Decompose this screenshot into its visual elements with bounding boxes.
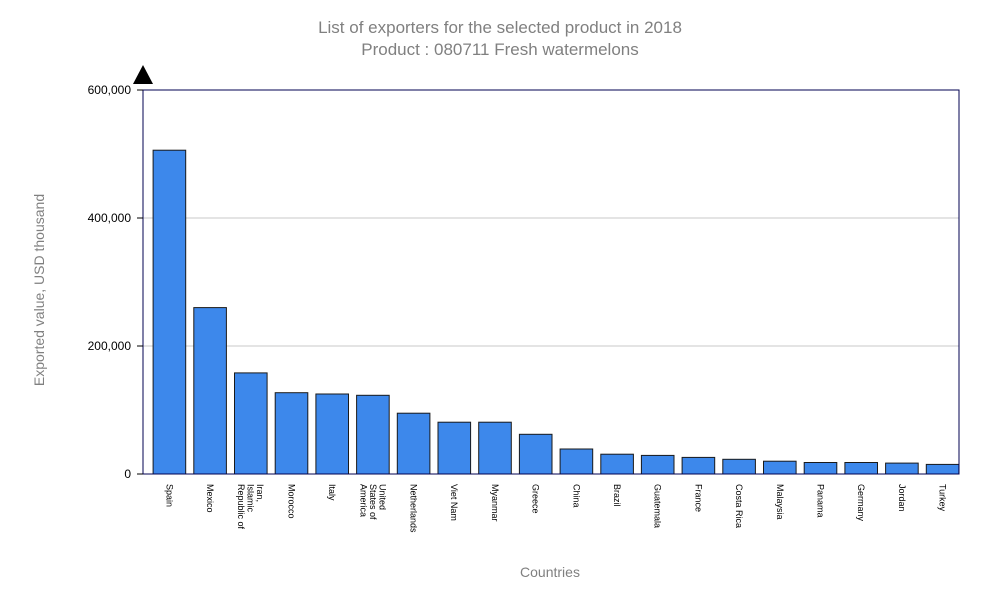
bar <box>803 462 838 475</box>
x-tick-label-text: Germany <box>856 484 866 522</box>
x-tick-label-line: United <box>377 484 387 510</box>
x-tick-label-text: Jordan <box>897 484 907 512</box>
x-tick-label-line: Italy <box>327 484 337 501</box>
x-tick-label-line: Panama <box>816 484 826 518</box>
x-tick-label-line: Costa Rica <box>734 484 744 528</box>
x-tick-label-line: Malaysia <box>775 484 785 520</box>
x-tick-label: Italy <box>327 484 337 501</box>
x-tick-label-text: Myanmar <box>490 484 500 522</box>
gridlines <box>143 217 959 347</box>
bar <box>437 421 472 475</box>
x-tick-label-text: Iran,IslamicRepublic of <box>236 484 265 530</box>
y-ticks: 0 200,000 400,000 600,000 <box>88 83 143 481</box>
x-tick-label: France <box>693 484 703 512</box>
x-tick-label-line: Greece <box>531 484 541 514</box>
bar <box>640 454 675 475</box>
x-tick-label-line: Morocco <box>286 484 296 519</box>
bar <box>356 394 390 475</box>
bar <box>152 149 187 475</box>
x-tick-label-text: France <box>693 484 703 512</box>
x-tick-label-text: China <box>571 484 581 508</box>
x-tick-label-line: Mexico <box>205 484 215 513</box>
x-tick-label-text: Mexico <box>205 484 215 513</box>
bar <box>234 372 268 475</box>
bar <box>885 462 919 475</box>
bar <box>681 456 716 475</box>
x-tick-label-text: Malaysia <box>775 484 785 520</box>
y-tick-label: 200,000 <box>88 339 132 353</box>
bar <box>274 392 309 475</box>
x-tick-label-text: Brazil <box>612 484 622 507</box>
x-tick-label: Malaysia <box>775 484 785 520</box>
x-tick-label-line: Germany <box>856 484 866 522</box>
chart-title: List of exporters for the selected produ… <box>318 18 682 37</box>
x-tick-label-line: China <box>571 484 581 508</box>
y-axis-arrow-icon <box>133 65 153 84</box>
x-tick-label: Netherlands <box>409 484 419 533</box>
x-tick-label: Brazil <box>612 484 622 507</box>
bar <box>722 458 756 475</box>
x-tick-label-text: Netherlands <box>409 484 419 533</box>
x-tick-label-text: Panama <box>816 484 826 518</box>
x-tick-label-line: Myanmar <box>490 484 500 522</box>
bar <box>925 463 960 475</box>
y-tick-label: 0 <box>124 467 131 481</box>
x-tick-label-text: Guatemala <box>653 484 663 528</box>
x-tick-label-text: Italy <box>327 484 337 501</box>
x-tick-label-line: Guatemala <box>653 484 663 528</box>
x-tick-label: Guatemala <box>653 484 663 528</box>
x-tick-label-text: Viet Nam <box>449 484 459 521</box>
plot-frame <box>142 89 960 475</box>
bar <box>518 433 553 475</box>
x-tick-label-text: Spain <box>164 484 174 507</box>
x-tick-label: Greece <box>531 484 541 514</box>
bar <box>478 421 512 475</box>
x-tick-label-line: Iran, <box>255 484 265 502</box>
x-tick-label-text: Morocco <box>286 484 296 519</box>
x-tick-label-text: Costa Rica <box>734 484 744 528</box>
x-tick-label-line: Republic of <box>236 484 246 530</box>
x-ticks: Spain Mexico Iran,IslamicRepublic of Morocc… <box>164 484 947 533</box>
x-tick-label: Jordan <box>897 484 907 512</box>
x-tick-label-line: Spain <box>164 484 174 507</box>
bar <box>600 453 634 475</box>
x-tick-label: Iran,IslamicRepublic of <box>236 484 265 530</box>
bar <box>559 448 594 475</box>
x-tick-label-line: Viet Nam <box>449 484 459 521</box>
chart-subtitle: Product : 080711 Fresh watermelons <box>361 40 639 59</box>
x-tick-label: Germany <box>856 484 866 522</box>
x-tick-label: Turkey <box>938 484 948 512</box>
x-tick-label-line: Turkey <box>938 484 948 512</box>
x-tick-label: Mexico <box>205 484 215 513</box>
bars <box>152 149 960 475</box>
x-tick-label: China <box>571 484 581 508</box>
x-tick-label: Myanmar <box>490 484 500 522</box>
x-tick-label-line: America <box>358 484 368 517</box>
x-tick-label: Morocco <box>286 484 296 519</box>
x-tick-label-line: France <box>693 484 703 512</box>
y-tick-label: 600,000 <box>88 83 132 97</box>
x-tick-label-text: Greece <box>531 484 541 514</box>
x-tick-label-line: Brazil <box>612 484 622 507</box>
x-tick-label-line: Islamic <box>246 484 256 513</box>
x-tick-label: Viet Nam <box>449 484 459 521</box>
bar <box>396 412 431 475</box>
x-tick-label: Panama <box>816 484 826 518</box>
bar <box>193 307 227 475</box>
bar <box>844 462 879 475</box>
x-tick-label: Costa Rica <box>734 484 744 528</box>
x-tick-label-line: Netherlands <box>409 484 419 533</box>
x-tick-label-text: UnitedStates ofAmerica <box>358 484 387 520</box>
x-tick-label: UnitedStates ofAmerica <box>358 484 387 520</box>
x-tick-label-text: Turkey <box>938 484 948 512</box>
x-tick-label-line: Jordan <box>897 484 907 512</box>
bar <box>315 393 349 475</box>
bar <box>763 460 797 475</box>
x-tick-label: Spain <box>164 484 174 507</box>
x-tick-label-line: States of <box>368 484 378 520</box>
y-tick-label: 400,000 <box>88 211 132 225</box>
x-axis-label: Countries <box>520 564 580 580</box>
